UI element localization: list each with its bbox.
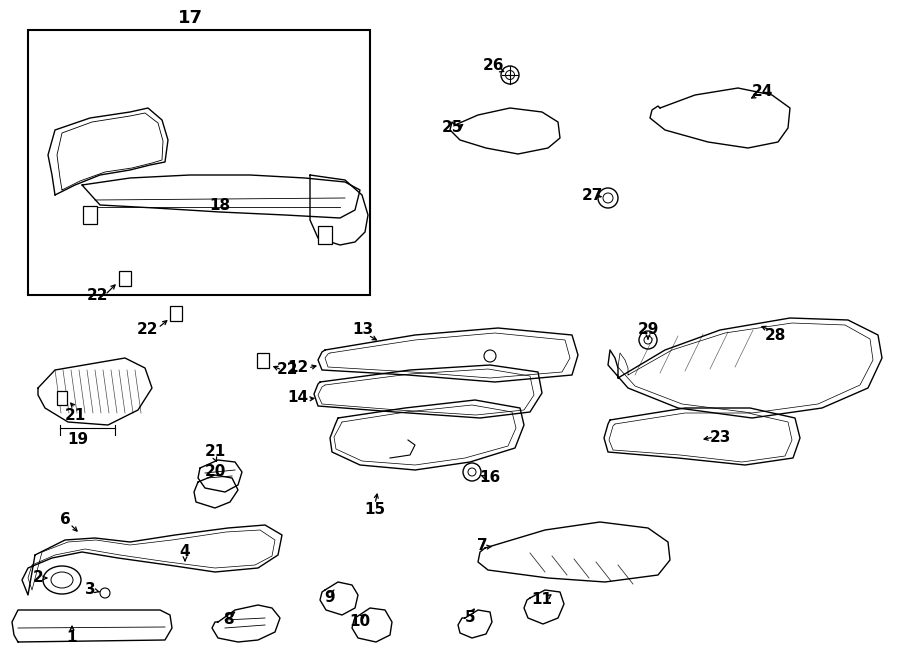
Text: 19: 19 [68,432,88,447]
Text: 5: 5 [464,611,475,625]
Text: 14: 14 [287,391,309,405]
Text: 27: 27 [581,188,603,202]
Text: 6: 6 [59,512,70,527]
Bar [170,306,182,321]
Text: 23: 23 [709,430,731,446]
Text: 17: 17 [177,9,202,27]
Text: 22: 22 [137,323,158,338]
Text: 28: 28 [764,327,786,342]
Text: 13: 13 [353,323,374,338]
Text: 2: 2 [32,570,43,586]
Text: 11: 11 [532,592,553,607]
Text: 20: 20 [204,465,226,479]
Text: 18: 18 [210,198,230,212]
Text: 7: 7 [477,539,487,553]
Text: 26: 26 [483,58,505,73]
Text: 10: 10 [349,615,371,629]
Text: 3: 3 [85,582,95,598]
Bar [257,353,269,368]
Text: 22: 22 [277,362,299,377]
Text: 12: 12 [287,360,309,375]
Text: 16: 16 [480,471,500,485]
Text: 9: 9 [325,590,336,605]
Text: 15: 15 [364,502,385,518]
Text: 1: 1 [67,631,77,646]
Text: 25: 25 [441,120,463,136]
Text: 29: 29 [637,323,659,338]
Text: 21: 21 [204,444,226,459]
Text: 8: 8 [222,613,233,627]
Bar [318,226,332,244]
Bar [28,30,370,295]
Bar [57,391,67,405]
Bar [83,206,97,224]
Text: 4: 4 [180,545,190,559]
Text: 21: 21 [65,407,86,422]
Text: 24: 24 [752,85,773,100]
Bar [119,271,131,286]
Text: 22: 22 [86,288,108,303]
